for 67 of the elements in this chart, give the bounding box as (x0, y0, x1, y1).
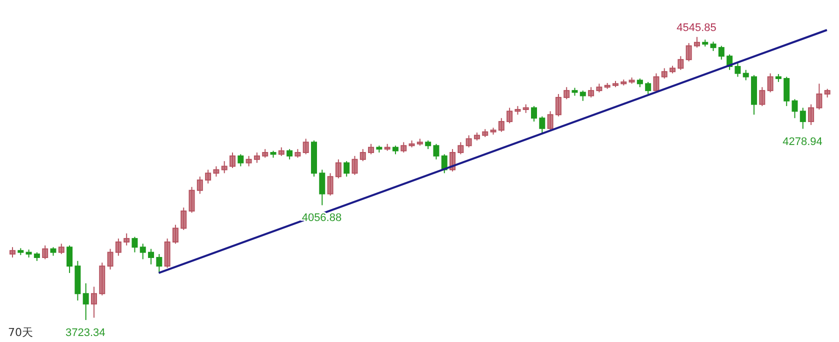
candlestick (10, 246, 16, 258)
candlestick (686, 42, 692, 62)
candlestick (230, 152, 236, 169)
candlestick (784, 76, 790, 107)
candlestick (580, 90, 586, 102)
candlestick (42, 244, 48, 260)
candlestick (172, 224, 178, 244)
candlestick (767, 72, 774, 93)
candlestick (653, 72, 660, 93)
candlestick (564, 86, 570, 100)
candlestick (710, 41, 716, 52)
candlestick (555, 94, 562, 117)
candlestick (140, 243, 146, 260)
candlestick (678, 56, 684, 70)
candlestick (82, 282, 89, 320)
candlestick (694, 36, 700, 48)
candlestick (66, 244, 73, 274)
candlestick (254, 152, 260, 164)
candlestick (718, 45, 724, 60)
candlestick (156, 254, 162, 274)
candlestick (196, 176, 203, 194)
candlestick (213, 166, 220, 178)
candlestick (148, 248, 154, 265)
candlestick (286, 148, 293, 160)
candlestick (344, 160, 350, 178)
candlestick (115, 238, 122, 256)
candlestick (506, 107, 513, 124)
candlestick (800, 107, 806, 130)
candlestick (319, 169, 326, 206)
candlestick (335, 158, 342, 179)
candlestick (792, 98, 798, 119)
candlestick (205, 169, 212, 184)
candlestick (180, 207, 187, 230)
candlestick (734, 62, 741, 78)
annotation: 3723.34 (66, 327, 106, 339)
candlestick (808, 104, 814, 126)
candlestick (246, 155, 252, 167)
candlestick (221, 160, 228, 174)
candlestick (132, 236, 138, 253)
candlestick (531, 106, 538, 122)
candlestick (90, 286, 97, 318)
candlestick (58, 243, 64, 255)
candlestick (466, 134, 472, 148)
candlestick (188, 186, 195, 214)
candlestick (124, 232, 130, 246)
candlestick (588, 86, 594, 98)
annotation: 4278.94 (782, 136, 822, 148)
candlestick (400, 142, 407, 154)
candlestick (302, 138, 309, 155)
candlestick (433, 143, 440, 160)
text: 70天 (8, 325, 33, 340)
candlestick (645, 81, 652, 95)
candlestick (539, 116, 546, 134)
candlestick (327, 172, 334, 196)
annotation: 4545.85 (676, 22, 716, 34)
candlestick (498, 118, 504, 132)
candlestick (661, 68, 668, 80)
candlestick (759, 86, 766, 107)
candlestick (816, 83, 822, 110)
candlestick (107, 248, 114, 270)
candlestick (360, 148, 366, 162)
candlestick (742, 69, 749, 81)
candlestick (238, 154, 244, 167)
candlestick (352, 155, 358, 176)
candlestick (368, 143, 374, 155)
candlestick (547, 110, 554, 131)
candlestick (458, 142, 464, 155)
